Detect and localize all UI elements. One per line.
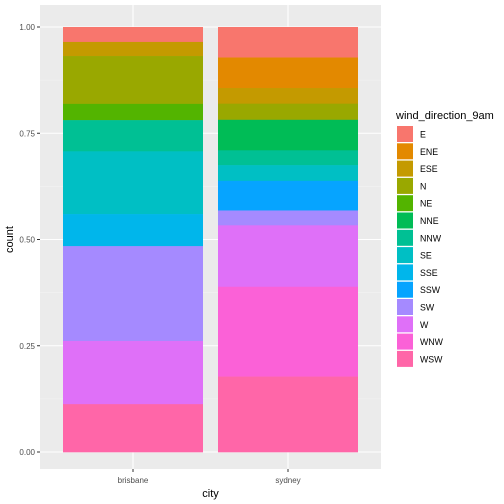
legend-label-ene: ENE	[420, 147, 438, 157]
legend-label-nnw: NNW	[420, 233, 442, 243]
bar-segment-sydney-e	[218, 27, 358, 58]
bar-segment-sydney-w	[218, 225, 358, 288]
legend-key-ese	[397, 160, 413, 177]
legend: wind_direction_9am EENEESENNENNENNWSESSE…	[395, 110, 494, 367]
bar-segment-brisbane-e	[63, 27, 203, 43]
y-axis: 0.00 0.25 0.50 0.75 1.00	[19, 23, 40, 457]
legend-label-ne: NE	[420, 199, 432, 209]
legend-label-w: W	[420, 320, 429, 330]
legend-key-wsw	[397, 350, 413, 367]
legend-label-nne: NNE	[420, 216, 439, 226]
y-tick-label: 0.75	[19, 129, 35, 138]
legend-key-e	[397, 126, 413, 142]
bar-segment-sydney-se	[218, 165, 358, 182]
bar-segment-sydney-sw	[218, 210, 358, 226]
legend-label-n: N	[420, 181, 426, 191]
y-axis-title: count	[4, 226, 16, 253]
bar-segment-sydney-ese	[218, 88, 358, 104]
legend-key-w	[397, 316, 413, 333]
y-tick-label: 1.00	[19, 23, 35, 32]
x-tick-label-brisbane: brisbane	[118, 476, 149, 485]
y-tick-label: 0.25	[19, 342, 35, 351]
legend-label-e: E	[420, 130, 426, 140]
legend-key-ne	[397, 195, 413, 212]
bar-segment-sydney-n	[218, 103, 358, 121]
bar-segment-brisbane-n	[63, 56, 203, 105]
bar-segment-brisbane-nnw	[63, 120, 203, 152]
legend-key-sse	[397, 264, 413, 281]
legend-key-nne	[397, 212, 413, 229]
bar-segment-brisbane-ese	[63, 41, 203, 57]
legend-key-se	[397, 247, 413, 264]
legend-key-ene	[397, 143, 413, 160]
legend-title: wind_direction_9am	[395, 110, 494, 122]
bar-segment-brisbane-wsw	[63, 404, 203, 453]
legend-key-n	[397, 177, 413, 194]
legend-label-ese: ESE	[420, 164, 438, 174]
bar-segment-sydney-ene	[218, 57, 358, 89]
bar-segment-brisbane-ne	[63, 103, 203, 121]
legend-key-ssw	[397, 281, 413, 298]
bar-segment-sydney-nnw	[218, 150, 358, 166]
bars	[63, 27, 358, 453]
bar-segment-sydney-ssw	[218, 180, 358, 211]
x-tick-label-sydney: sydney	[275, 476, 300, 485]
bar-segment-brisbane-sw	[63, 246, 203, 342]
legend-label-wsw: WSW	[420, 354, 443, 364]
bar-segment-brisbane-sse	[63, 214, 203, 247]
x-axis: brisbane sydney	[118, 469, 301, 485]
bar-segment-brisbane-w	[63, 340, 203, 405]
legend-label-wnw: WNW	[420, 337, 444, 347]
y-tick-label: 0.50	[19, 236, 35, 245]
bar-segment-sydney-wnw	[218, 286, 358, 377]
bar-segment-sydney-nne	[218, 119, 358, 151]
y-tick-label: 0.00	[19, 448, 35, 457]
x-axis-title: city	[202, 488, 219, 500]
legend-key-sw	[397, 299, 413, 315]
legend-label-se: SE	[420, 251, 432, 261]
legend-label-sw: SW	[420, 303, 435, 313]
legend-key-nnw	[397, 229, 413, 246]
legend-label-ssw: SSW	[420, 285, 441, 295]
legend-label-sse: SSE	[420, 268, 438, 278]
bar-segment-brisbane-se	[63, 151, 203, 215]
bar-segment-sydney-wsw	[218, 376, 358, 453]
legend-key-wnw	[397, 333, 413, 350]
